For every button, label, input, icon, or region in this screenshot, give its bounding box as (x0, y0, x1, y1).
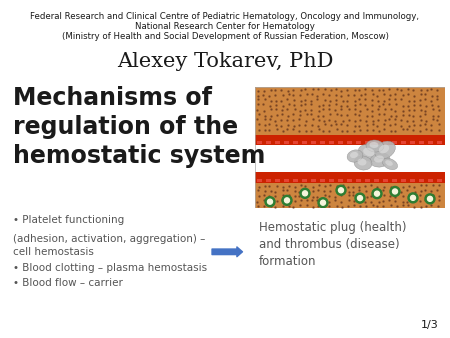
Circle shape (338, 188, 343, 193)
Circle shape (318, 198, 328, 208)
Bar (266, 179, 271, 182)
Circle shape (302, 191, 307, 196)
Bar (255, 87, 445, 136)
Bar (255, 172, 445, 183)
Bar (365, 179, 370, 182)
Text: • Platelet functioning: • Platelet functioning (13, 215, 124, 225)
Bar (419, 179, 424, 182)
Bar (374, 179, 379, 182)
Text: • Blood clotting – plasma hemostasis: • Blood clotting – plasma hemostasis (13, 263, 207, 273)
Text: Mechanisms of
regulation of the
hemostatic system: Mechanisms of regulation of the hemostat… (13, 86, 265, 168)
Bar (419, 141, 424, 144)
Circle shape (425, 194, 435, 204)
Ellipse shape (382, 158, 397, 170)
Bar (275, 179, 280, 182)
Text: • Blood flow – carrier: • Blood flow – carrier (13, 278, 122, 288)
Circle shape (428, 196, 432, 201)
Bar (257, 141, 262, 144)
Circle shape (284, 198, 289, 203)
Text: cell hemostasis: cell hemostasis (13, 247, 94, 257)
Bar (275, 141, 280, 144)
Text: 1/3: 1/3 (421, 319, 439, 330)
Bar (392, 141, 397, 144)
Circle shape (282, 195, 292, 206)
Bar (255, 182, 445, 208)
Bar (428, 179, 433, 182)
Ellipse shape (370, 153, 390, 167)
Bar (437, 141, 442, 144)
Text: Federal Research and Clinical Centre of Pediatric Hematology, Oncology and Immun: Federal Research and Clinical Centre of … (31, 12, 419, 21)
Bar (347, 179, 352, 182)
Bar (257, 179, 262, 182)
Bar (356, 141, 361, 144)
Text: Hemostatic plug (health): Hemostatic plug (health) (259, 221, 406, 234)
Bar (293, 141, 298, 144)
Ellipse shape (374, 155, 384, 163)
Bar (255, 145, 445, 173)
Bar (383, 141, 388, 144)
Ellipse shape (363, 148, 375, 156)
Bar (347, 141, 352, 144)
Bar (284, 141, 289, 144)
Bar (329, 141, 334, 144)
Bar (320, 179, 325, 182)
Ellipse shape (358, 159, 366, 166)
Text: formation: formation (259, 255, 316, 268)
Ellipse shape (379, 145, 389, 153)
Text: Alexey Tokarev, PhD: Alexey Tokarev, PhD (117, 52, 333, 71)
Circle shape (336, 185, 346, 195)
Ellipse shape (354, 156, 372, 170)
Circle shape (392, 189, 397, 194)
Ellipse shape (350, 152, 358, 158)
Bar (338, 141, 343, 144)
Circle shape (265, 197, 275, 207)
Text: and thrombus (disease): and thrombus (disease) (259, 238, 400, 251)
Bar (437, 179, 442, 182)
Circle shape (374, 191, 379, 196)
Circle shape (372, 189, 382, 199)
Text: (adhesion, activation, aggregation) –: (adhesion, activation, aggregation) – (13, 234, 205, 244)
Circle shape (410, 195, 415, 200)
Bar (302, 179, 307, 182)
Bar (255, 135, 445, 145)
Bar (293, 179, 298, 182)
Bar (266, 141, 271, 144)
Bar (311, 141, 316, 144)
Ellipse shape (385, 160, 393, 166)
Bar (401, 179, 406, 182)
Bar (302, 141, 307, 144)
Circle shape (408, 193, 418, 203)
Bar (383, 179, 388, 182)
Bar (320, 141, 325, 144)
Bar (311, 179, 316, 182)
Circle shape (390, 187, 400, 196)
Text: (Ministry of Health and Social Development of Russian Federation, Moscow): (Ministry of Health and Social Developme… (62, 32, 388, 41)
Bar (401, 141, 406, 144)
Ellipse shape (375, 141, 396, 159)
Bar (365, 141, 370, 144)
Circle shape (267, 199, 273, 204)
Bar (392, 179, 397, 182)
Ellipse shape (347, 150, 363, 162)
Circle shape (320, 200, 325, 205)
Bar (410, 179, 415, 182)
Circle shape (300, 188, 310, 198)
Bar (428, 141, 433, 144)
FancyArrowPatch shape (212, 247, 243, 257)
Ellipse shape (366, 140, 384, 152)
Bar (329, 179, 334, 182)
Text: National Research Center for Hematology: National Research Center for Hematology (135, 22, 315, 31)
Bar (338, 179, 343, 182)
Bar (410, 141, 415, 144)
Circle shape (357, 196, 363, 200)
Ellipse shape (369, 142, 378, 148)
Circle shape (355, 193, 365, 203)
Bar (284, 179, 289, 182)
Ellipse shape (358, 144, 382, 162)
Bar (356, 179, 361, 182)
Bar (374, 141, 379, 144)
